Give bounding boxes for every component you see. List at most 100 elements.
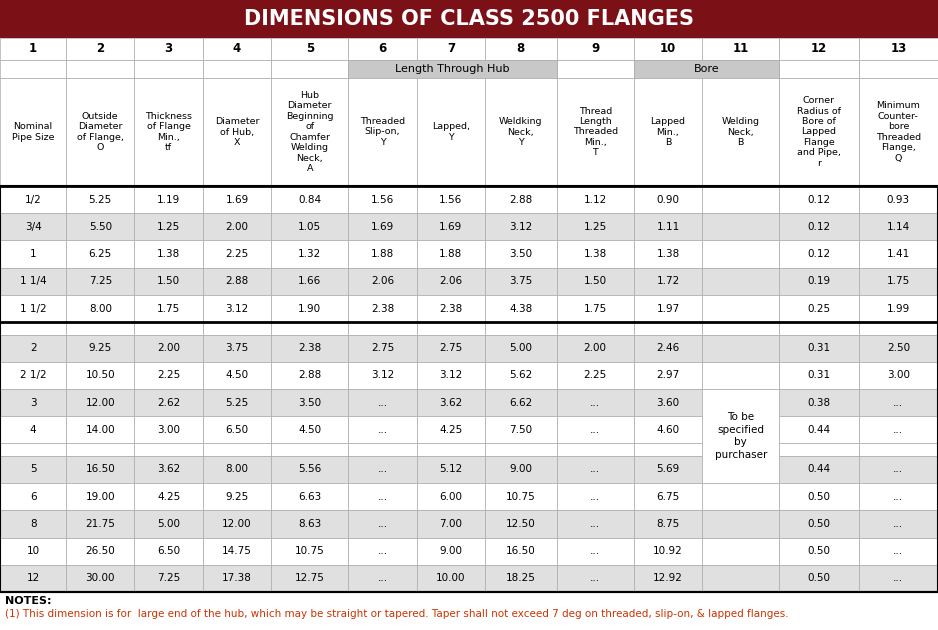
Bar bbox=[703, 213, 779, 241]
Bar bbox=[348, 483, 416, 510]
Bar bbox=[0, 483, 67, 510]
Text: 0.50: 0.50 bbox=[808, 491, 830, 501]
Text: ...: ... bbox=[590, 425, 600, 435]
Bar bbox=[556, 268, 634, 295]
Bar bbox=[858, 389, 938, 416]
Text: 4: 4 bbox=[30, 425, 37, 435]
Bar bbox=[634, 389, 703, 416]
Text: Thread
Length
Threaded
Min.,
T: Thread Length Threaded Min., T bbox=[572, 106, 618, 158]
Bar bbox=[134, 78, 203, 186]
Text: 1.69: 1.69 bbox=[439, 222, 462, 232]
Bar bbox=[134, 213, 203, 241]
Text: 16.50: 16.50 bbox=[85, 464, 115, 474]
Bar bbox=[0, 456, 67, 483]
Bar bbox=[416, 362, 485, 389]
Bar bbox=[134, 416, 203, 444]
Text: 2.38: 2.38 bbox=[371, 304, 394, 314]
Text: ...: ... bbox=[590, 464, 600, 474]
Text: ...: ... bbox=[893, 519, 903, 529]
Bar bbox=[858, 213, 938, 241]
Bar bbox=[703, 38, 779, 60]
Bar bbox=[271, 483, 348, 510]
Bar bbox=[858, 60, 938, 78]
Bar bbox=[485, 295, 556, 322]
Text: 5.00: 5.00 bbox=[509, 343, 532, 353]
Bar bbox=[779, 268, 858, 295]
Text: 30.00: 30.00 bbox=[85, 573, 115, 583]
Bar bbox=[67, 38, 134, 60]
Bar bbox=[271, 241, 348, 268]
Bar bbox=[271, 322, 348, 335]
Bar bbox=[485, 268, 556, 295]
Bar bbox=[485, 510, 556, 537]
Text: 1.25: 1.25 bbox=[157, 222, 180, 232]
Bar bbox=[348, 38, 416, 60]
Bar bbox=[779, 389, 858, 416]
Bar bbox=[416, 241, 485, 268]
Text: 3.62: 3.62 bbox=[439, 398, 462, 408]
Text: 5.25: 5.25 bbox=[89, 195, 112, 205]
Text: (1) This dimension is for  large end of the hub, which may be straight or tapere: (1) This dimension is for large end of t… bbox=[5, 609, 789, 619]
Text: 4.50: 4.50 bbox=[298, 425, 322, 435]
Text: 2.06: 2.06 bbox=[371, 277, 394, 286]
Text: ...: ... bbox=[377, 464, 387, 474]
Text: ...: ... bbox=[377, 519, 387, 529]
Text: 1.50: 1.50 bbox=[583, 277, 607, 286]
Text: 12.00: 12.00 bbox=[85, 398, 115, 408]
Bar bbox=[556, 78, 634, 186]
Bar bbox=[634, 483, 703, 510]
Text: Hub
Diameter
Beginning
of
Chamfer
Welding
Neck,
A: Hub Diameter Beginning of Chamfer Weldin… bbox=[286, 91, 334, 173]
Text: 9: 9 bbox=[591, 42, 599, 55]
Bar bbox=[634, 322, 703, 335]
Bar bbox=[0, 537, 67, 564]
Text: 1.12: 1.12 bbox=[583, 195, 607, 205]
Bar bbox=[556, 537, 634, 564]
Text: 0.84: 0.84 bbox=[298, 195, 322, 205]
Bar bbox=[348, 241, 416, 268]
Bar bbox=[703, 483, 779, 510]
Bar bbox=[556, 241, 634, 268]
Bar bbox=[203, 444, 271, 456]
Bar bbox=[67, 268, 134, 295]
Text: 12: 12 bbox=[810, 42, 827, 55]
Bar bbox=[556, 389, 634, 416]
Text: 7: 7 bbox=[446, 42, 455, 55]
Bar bbox=[271, 564, 348, 592]
Text: Outside
Diameter
of Flange,
O: Outside Diameter of Flange, O bbox=[77, 112, 124, 152]
Bar bbox=[556, 60, 634, 78]
Text: 4.38: 4.38 bbox=[509, 304, 533, 314]
Bar bbox=[858, 483, 938, 510]
Bar bbox=[0, 78, 67, 186]
Bar bbox=[634, 416, 703, 444]
Bar bbox=[858, 186, 938, 213]
Bar bbox=[634, 564, 703, 592]
Bar bbox=[348, 213, 416, 241]
Text: 1.05: 1.05 bbox=[298, 222, 322, 232]
Bar bbox=[703, 186, 779, 213]
Bar bbox=[348, 510, 416, 537]
Text: 0.93: 0.93 bbox=[886, 195, 910, 205]
Text: 2.75: 2.75 bbox=[439, 343, 462, 353]
Bar bbox=[0, 510, 67, 537]
Bar bbox=[779, 335, 858, 362]
Bar bbox=[703, 268, 779, 295]
Bar bbox=[134, 186, 203, 213]
Bar bbox=[0, 268, 67, 295]
Bar bbox=[556, 362, 634, 389]
Text: 10.92: 10.92 bbox=[653, 546, 683, 556]
Bar bbox=[203, 456, 271, 483]
Text: 0.31: 0.31 bbox=[808, 370, 830, 381]
Text: 12: 12 bbox=[26, 573, 39, 583]
Bar bbox=[858, 444, 938, 456]
Bar bbox=[67, 335, 134, 362]
Bar bbox=[634, 186, 703, 213]
Bar bbox=[485, 241, 556, 268]
Text: 3.00: 3.00 bbox=[886, 370, 910, 381]
Bar bbox=[67, 416, 134, 444]
Bar bbox=[779, 60, 858, 78]
Bar bbox=[271, 537, 348, 564]
Bar bbox=[858, 268, 938, 295]
Text: 8.75: 8.75 bbox=[657, 519, 679, 529]
Bar bbox=[271, 78, 348, 186]
Text: Lapped
Min.,
B: Lapped Min., B bbox=[650, 117, 686, 147]
